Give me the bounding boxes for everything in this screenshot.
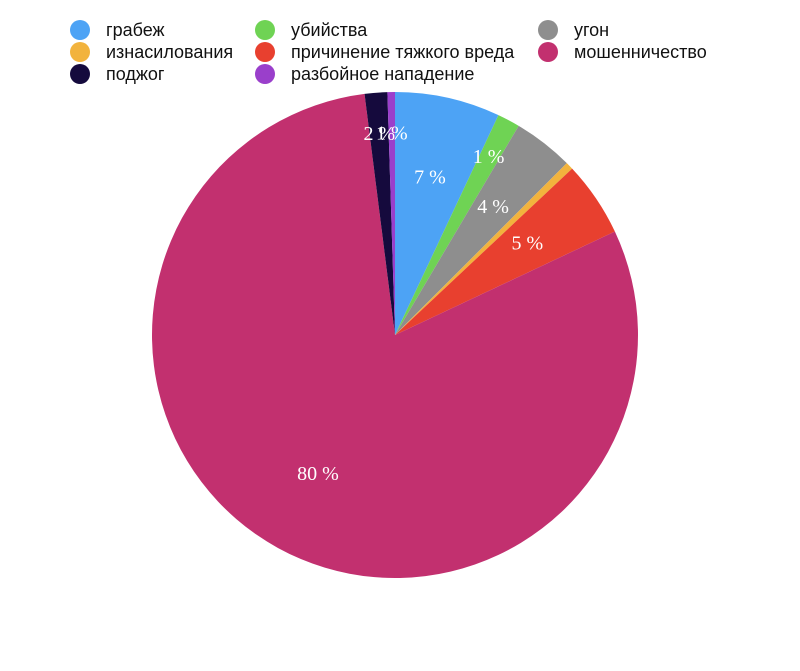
- legend-swatch: [255, 42, 275, 62]
- pie-labels: 7 %1 %4 %5 %80 %2 %1 %: [297, 123, 543, 485]
- legend-item: грабеж: [70, 18, 165, 42]
- slice-label-6: 2 %: [363, 123, 395, 145]
- pie-slice-1: [395, 115, 519, 335]
- legend-label: причинение тяжкого вреда: [291, 41, 515, 62]
- legend-item: изнасилования: [70, 40, 233, 64]
- pie-slice-0: [395, 92, 499, 335]
- legend-swatch: [255, 64, 275, 84]
- legend-label: грабеж: [106, 19, 165, 40]
- slice-label-5: 80 %: [297, 463, 339, 485]
- slice-label-2: 4 %: [477, 196, 509, 218]
- legend-item: причинение тяжкого вреда: [255, 40, 514, 64]
- legend-label: убийства: [291, 19, 368, 40]
- slice-label-7: 1 %: [376, 123, 408, 145]
- slice-label-4: 5 %: [511, 233, 543, 255]
- legend: грабеж убийства угон изнасилования причи…: [70, 10, 770, 90]
- pie-slice-5: [151, 93, 639, 578]
- slice-label-0: 7 %: [414, 166, 446, 188]
- legend-item: угон: [538, 18, 609, 42]
- legend-label: поджог: [106, 63, 165, 84]
- legend-item: убийства: [255, 18, 367, 42]
- pie-slice-4: [395, 168, 615, 335]
- pie-slice-7: [387, 92, 395, 335]
- legend-swatch: [255, 20, 275, 40]
- pie-slice-6: [364, 92, 395, 335]
- slice-label-1: 1 %: [473, 146, 505, 168]
- legend-label: изнасилования: [106, 41, 234, 62]
- pie-slice-3: [395, 163, 573, 335]
- pie-slice-2: [395, 125, 567, 335]
- legend-item: поджог: [70, 62, 164, 86]
- legend-swatch: [70, 20, 90, 40]
- legend-swatch: [70, 64, 90, 84]
- legend-label: мошенничество: [574, 41, 707, 62]
- pie-slices: [151, 92, 639, 578]
- legend-swatch: [538, 20, 558, 40]
- legend-swatch: [538, 42, 558, 62]
- legend-swatch: [70, 42, 90, 62]
- legend-item: разбойное нападение: [255, 62, 474, 86]
- legend-label: разбойное нападение: [291, 63, 475, 84]
- legend-item: мошенничество: [538, 40, 707, 64]
- legend-label: угон: [574, 19, 610, 40]
